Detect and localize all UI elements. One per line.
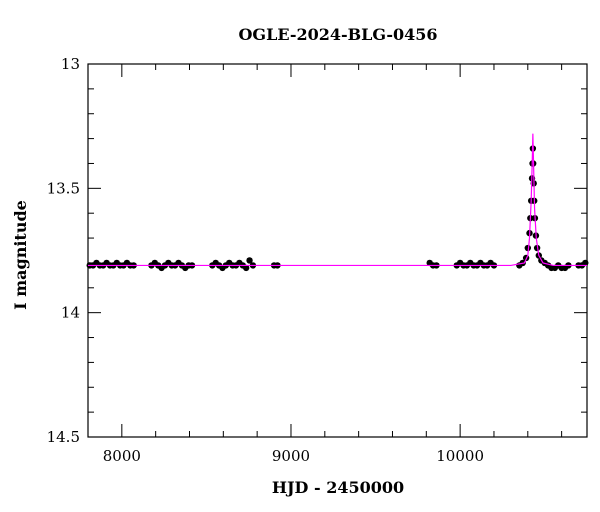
data-point [242, 264, 250, 272]
plot-frame [87, 63, 588, 438]
data-point [246, 257, 253, 264]
chart-title: OGLE-2024-BLG-0456 [238, 25, 437, 44]
x-tick-label: 8000 [103, 447, 141, 465]
y-tick-label: 13.5 [47, 179, 80, 197]
model-curve [88, 133, 587, 267]
data-point [524, 244, 531, 252]
x-tick-label: 10000 [436, 447, 484, 465]
y-tick-label: 14.5 [47, 428, 80, 446]
x-axis-label: HJD - 2450000 [272, 478, 404, 497]
x-tick-label: 9000 [272, 447, 310, 465]
y-tick-label: 14 [61, 304, 80, 322]
y-axis-label: I magnitude [11, 200, 30, 310]
data-point [582, 259, 589, 267]
data-layer [86, 133, 589, 272]
plot-border [87, 63, 588, 438]
axis-ticks: 8000 9000 10000 13 13.5 14 14.5 [47, 55, 587, 465]
y-tick-label: 13 [61, 55, 80, 73]
